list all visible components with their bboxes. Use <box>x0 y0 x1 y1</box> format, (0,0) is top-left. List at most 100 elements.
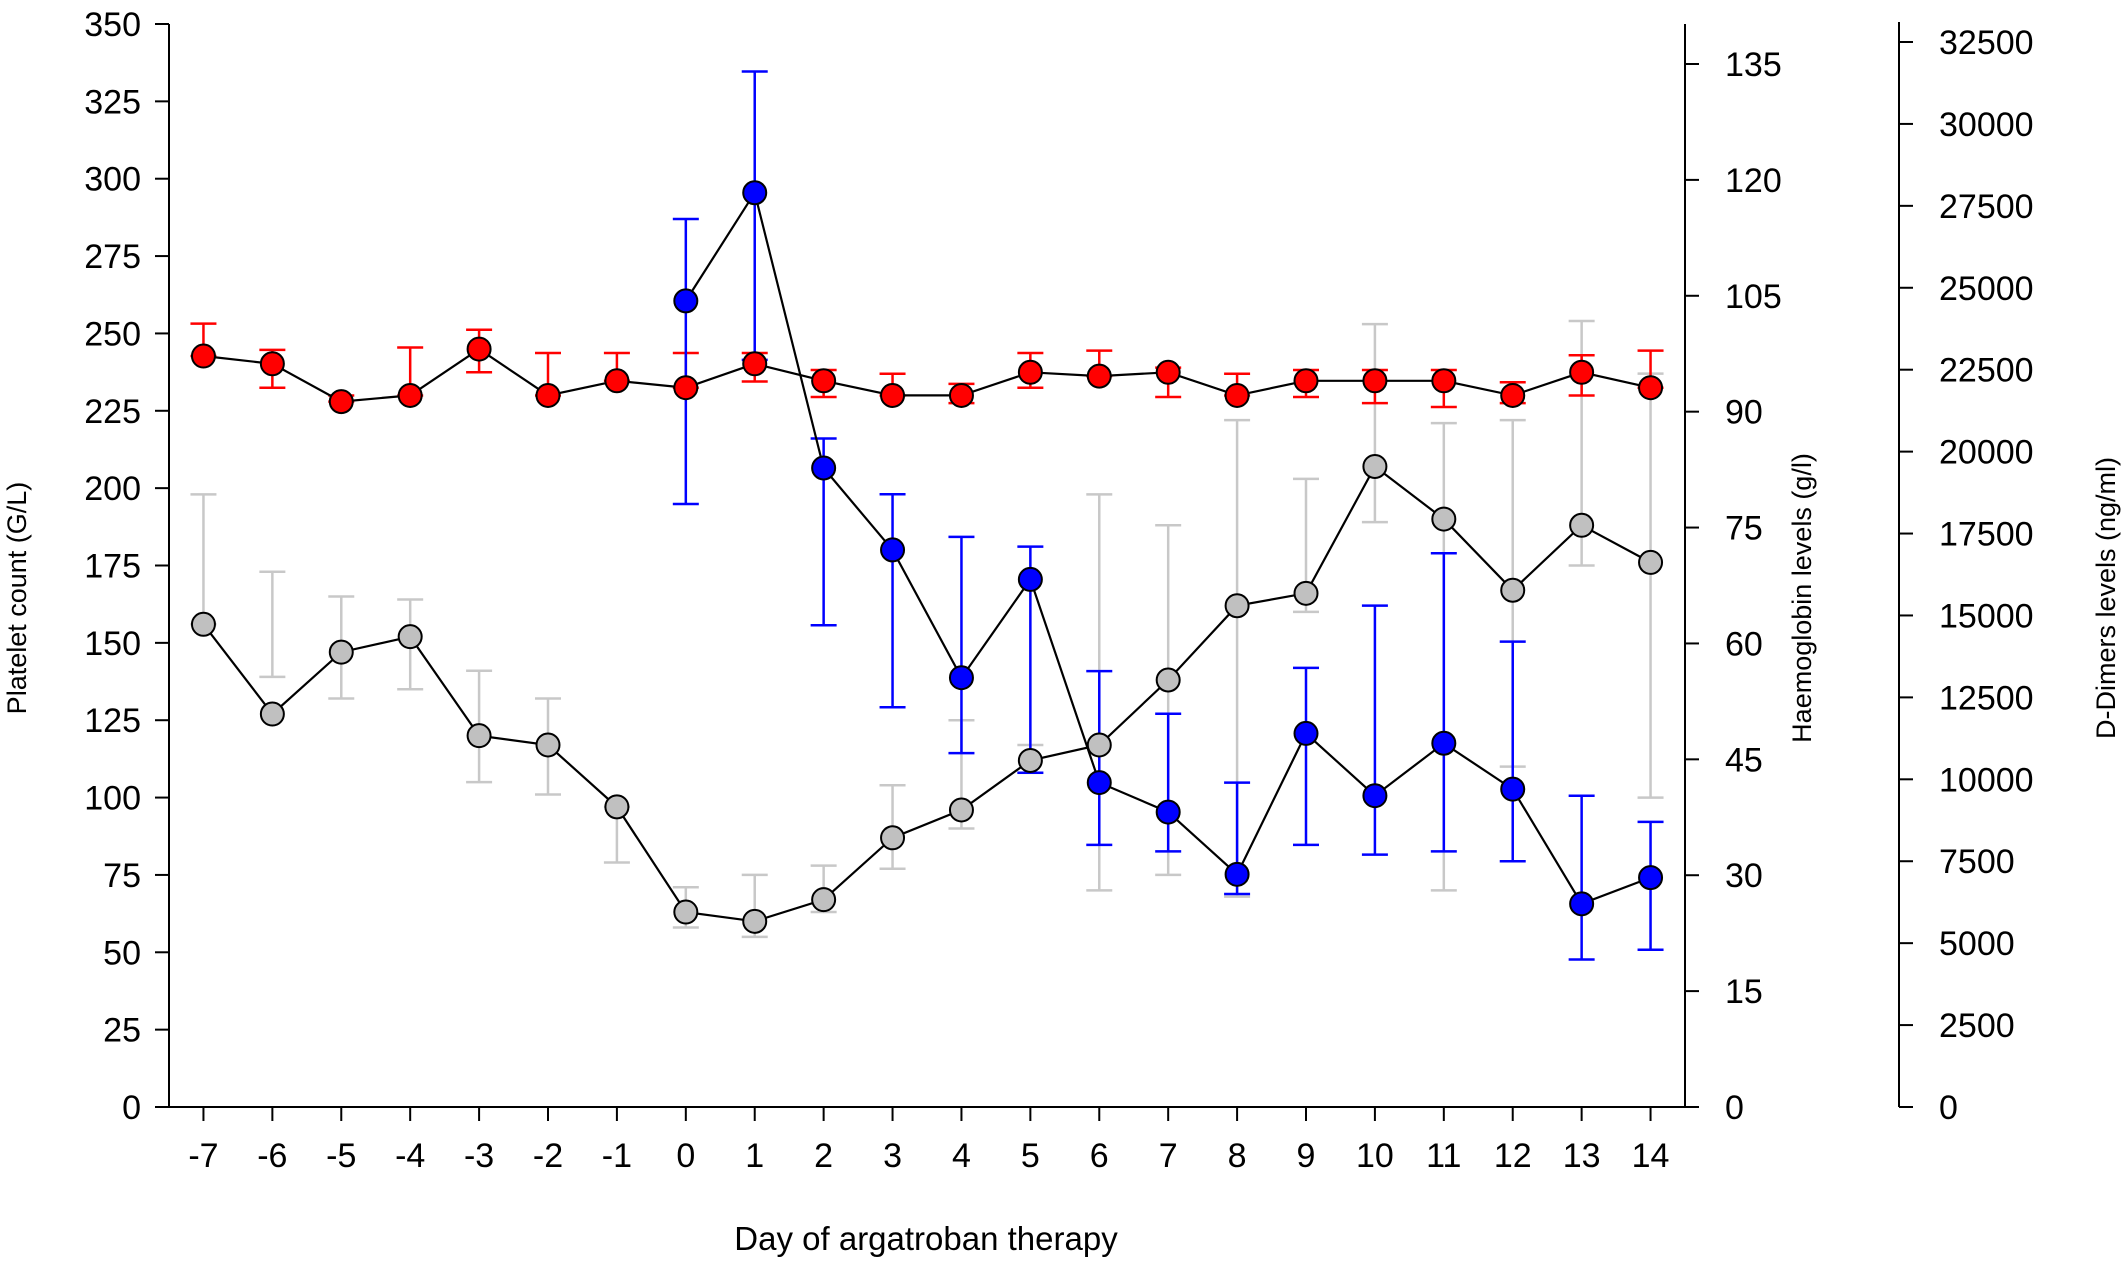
platelet-axis-tick-label: 225 <box>84 393 141 431</box>
data-point-platelet <box>190 611 216 637</box>
platelet-axis-tick-label: 75 <box>103 857 141 895</box>
data-point-ddimer <box>742 180 768 206</box>
ddimer-axis-tick-label: 7500 <box>1939 843 2015 881</box>
ddimer-axis-tick-label: 30000 <box>1939 106 2034 144</box>
data-point-haemoglobin <box>397 382 423 408</box>
ddimer-axis-tick-label: 25000 <box>1939 270 2034 308</box>
data-point-ddimer <box>1431 730 1457 756</box>
data-point-haemoglobin <box>1362 368 1388 394</box>
haemoglobin-axis-title: Haemoglobin levels (g/l) <box>1787 453 1817 743</box>
data-point-haemoglobin <box>1293 368 1319 394</box>
platelet-axis-tick-label: 250 <box>84 315 141 353</box>
platelet-axis-tick-label: 325 <box>84 83 141 121</box>
data-point-haemoglobin <box>1569 359 1595 385</box>
ddimer-axis-tick-label: 15000 <box>1939 597 2034 635</box>
haemoglobin-axis-tick-label: 90 <box>1725 394 1763 432</box>
data-point-platelet <box>397 624 423 650</box>
data-point-platelet <box>466 723 492 749</box>
data-point-ddimer <box>948 665 974 691</box>
data-point-haemoglobin <box>811 368 837 394</box>
data-point-haemoglobin <box>1017 359 1043 385</box>
data-point-haemoglobin <box>190 343 216 369</box>
platelet-axis-tick-label: 150 <box>84 625 141 663</box>
data-point-ddimer <box>1500 776 1526 802</box>
ddimer-axis-tick-label: 12500 <box>1939 679 2034 717</box>
x-axis-tick-label: 1 <box>745 1137 764 1175</box>
haemoglobin-axis-tick-label: 60 <box>1725 625 1763 663</box>
series-line-haemoglobin <box>203 347 1651 403</box>
x-axis-tick-label: 14 <box>1632 1137 1670 1175</box>
x-axis-tick-label: 4 <box>952 1137 971 1175</box>
data-point-haemoglobin <box>259 351 285 377</box>
data-point-platelet <box>1569 512 1595 538</box>
ddimer-axis-tick-label: 22500 <box>1939 352 2034 390</box>
x-axis-tick-label: -7 <box>188 1137 218 1175</box>
ddimer-axis-title: D-Dimers levels (ng/ml) <box>2091 457 2121 739</box>
x-axis-tick-label: -5 <box>326 1137 356 1175</box>
data-point-haemoglobin <box>1638 375 1664 401</box>
haemoglobin-axis-tick-label: 135 <box>1725 46 1782 84</box>
haemoglobin-axis-tick-label: 45 <box>1725 741 1763 779</box>
platelet-axis-tick-label: 25 <box>103 1012 141 1050</box>
platelet-axis-tick-label: 175 <box>84 548 141 586</box>
data-point-platelet <box>673 899 699 925</box>
x-axis-tick-label: 3 <box>883 1137 902 1175</box>
data-point-ddimer <box>880 537 906 563</box>
data-point-platelet <box>811 887 837 913</box>
data-point-platelet <box>1224 593 1250 619</box>
platelet-axis-tick-label: 50 <box>103 934 141 972</box>
ddimer-axis-tick-label: 32500 <box>1939 24 2034 62</box>
data-point-layer <box>190 180 1664 934</box>
data-point-haemoglobin <box>1431 368 1457 394</box>
label-layer: Day of argatroban therapy Platelet count… <box>2 453 2121 1257</box>
axes-layer: 0255075100125150175200225250275300325350… <box>84 6 2033 1175</box>
data-point-ddimer <box>1086 770 1112 796</box>
platelet-axis-tick-label: 0 <box>122 1089 141 1127</box>
data-point-platelet <box>880 825 906 851</box>
x-axis-tick-label: -1 <box>602 1137 632 1175</box>
data-point-haemoglobin <box>1155 359 1181 385</box>
ddimer-axis-tick-label: 5000 <box>1939 925 2015 963</box>
haemoglobin-axis-tick-label: 15 <box>1725 973 1763 1011</box>
data-point-platelet <box>948 797 974 823</box>
series-line-platelet <box>202 464 1652 923</box>
data-point-haemoglobin <box>948 382 974 408</box>
x-axis-tick-label: -6 <box>257 1137 287 1175</box>
data-point-platelet <box>1293 580 1319 606</box>
haemoglobin-axis-tick-label: 0 <box>1725 1089 1744 1127</box>
data-point-ddimer <box>673 288 699 314</box>
x-axis-tick-label: 5 <box>1021 1137 1040 1175</box>
ddimer-axis-tick-label: 17500 <box>1939 516 2034 554</box>
x-axis-tick-label: 7 <box>1159 1137 1178 1175</box>
x-axis-tick-label: -2 <box>533 1137 563 1175</box>
platelet-axis-tick-label: 300 <box>84 161 141 199</box>
data-point-ddimer <box>1293 720 1319 746</box>
data-point-ddimer <box>1362 783 1388 809</box>
x-axis-tick-label: 9 <box>1297 1137 1316 1175</box>
ddimer-axis-tick-label: 27500 <box>1939 188 2034 226</box>
x-axis-tick-label: -3 <box>464 1137 494 1175</box>
x-axis-tick-label: 11 <box>1426 1137 1461 1175</box>
x-axis-tick-label: 10 <box>1356 1137 1394 1175</box>
data-point-haemoglobin <box>673 375 699 401</box>
data-point-platelet <box>1017 747 1043 773</box>
ddimer-axis-tick-label: 2500 <box>1939 1007 2015 1045</box>
haemoglobin-axis-tick-label: 120 <box>1725 162 1782 200</box>
ddimer-axis-tick-label: 20000 <box>1939 434 2034 472</box>
data-point-platelet <box>1638 549 1664 575</box>
data-point-ddimer <box>1224 861 1250 887</box>
data-point-haemoglobin <box>1086 363 1112 389</box>
data-point-platelet <box>604 794 630 820</box>
platelet-axis-tick-label: 100 <box>84 780 141 818</box>
data-point-ddimer <box>1155 799 1181 825</box>
platelet-axis-tick-label: 350 <box>84 6 141 44</box>
platelet-axis-tick-label: 125 <box>84 702 141 740</box>
data-point-haemoglobin <box>1224 382 1250 408</box>
haemoglobin-axis-tick-label: 30 <box>1725 857 1763 895</box>
data-point-platelet <box>1362 453 1388 479</box>
data-point-haemoglobin <box>604 368 630 394</box>
x-axis-tick-label: -4 <box>395 1137 425 1175</box>
series-line-layer <box>202 189 1652 923</box>
haemoglobin-axis-tick-label: 75 <box>1725 510 1763 548</box>
